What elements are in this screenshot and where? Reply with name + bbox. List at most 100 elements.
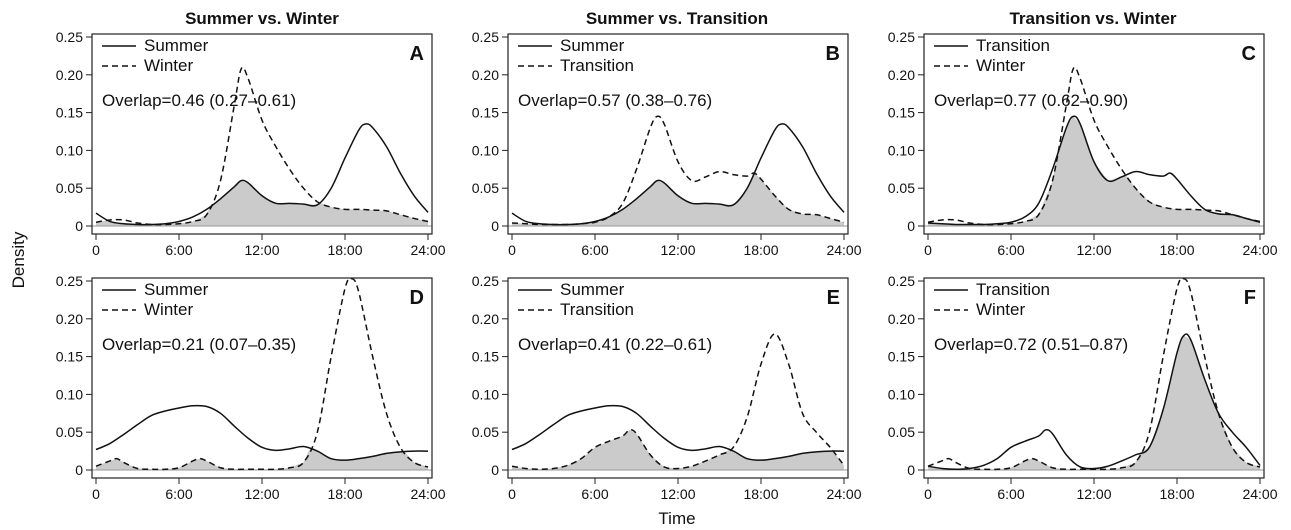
- y-tick-label-a-4: 0.20: [56, 67, 83, 83]
- x-tick-label-d-3: 18:00: [327, 486, 362, 502]
- x-tick-label-c-2: 12:00: [1076, 242, 1111, 258]
- x-tick-label-a-1: 6:00: [165, 242, 192, 258]
- x-tick-label-b-0: 0: [508, 242, 516, 258]
- y-tick-label-d-5: 0.25: [56, 273, 83, 289]
- y-tick-label-f-1: 0.05: [888, 424, 915, 440]
- y-tick-label-d-4: 0.20: [56, 311, 83, 327]
- y-tick-label-c-1: 0.05: [888, 180, 915, 196]
- panel-letter-b: B: [826, 43, 840, 65]
- y-tick-label-f-0: 0: [907, 462, 915, 478]
- x-tick-label-f-2: 12:00: [1076, 486, 1111, 502]
- y-axis-title: Density: [9, 231, 28, 288]
- overlap-label-c: Overlap=0.77 (0.62–0.90): [934, 91, 1128, 110]
- y-tick-label-f-4: 0.20: [888, 311, 915, 327]
- x-tick-label-c-0: 0: [924, 242, 932, 258]
- y-tick-label-b-1: 0.05: [472, 180, 499, 196]
- legend-label-c-0: Transition: [976, 36, 1050, 55]
- panel-letter-a: A: [410, 43, 424, 65]
- series-line-d-winter: [95, 277, 429, 471]
- y-tick-label-e-3: 0.15: [472, 349, 499, 365]
- y-tick-label-b-2: 0.10: [472, 142, 499, 158]
- x-tick-label-c-1: 6:00: [997, 242, 1024, 258]
- y-tick-label-d-2: 0.10: [56, 386, 83, 402]
- panel-letter-e: E: [827, 287, 840, 309]
- x-tick-label-f-1: 6:00: [997, 486, 1024, 502]
- panel-letter-d: D: [410, 287, 424, 309]
- x-tick-label-e-0: 0: [508, 486, 516, 502]
- x-tick-label-e-2: 12:00: [660, 486, 695, 502]
- legend-label-a-1: Winter: [144, 56, 193, 75]
- series-line-e-summer: [511, 404, 845, 461]
- y-tick-label-e-1: 0.05: [472, 424, 499, 440]
- panel-letter-f: F: [1244, 287, 1256, 309]
- x-tick-label-c-3: 18:00: [1159, 242, 1194, 258]
- panel-e: 0 0.05 0.10 0.15 0.20 0.25 0 6:00 12:00 18:00 24:0…: [472, 273, 862, 502]
- panel-c: 0 0.05 0.10 0.15 0.20 0.25 0 6:00 12:00 18:00 24:0…: [888, 29, 1278, 258]
- y-tick-label-b-5: 0.25: [472, 29, 499, 45]
- y-tick-label-c-5: 0.25: [888, 29, 915, 45]
- y-tick-label-b-4: 0.20: [472, 67, 499, 83]
- panel-a: 0 0.05 0.10 0.15 0.20 0.25 0 6:00 12:00 18:00 24:0…: [56, 29, 446, 258]
- legend-label-e-1: Transition: [560, 300, 634, 319]
- overlap-label-b: Overlap=0.57 (0.38–0.76): [518, 91, 712, 110]
- y-tick-label-c-2: 0.10: [888, 142, 915, 158]
- legend-label-d-1: Winter: [144, 300, 193, 319]
- y-tick-label-f-5: 0.25: [888, 273, 915, 289]
- overlap-area-e: [512, 429, 844, 470]
- y-tick-label-c-4: 0.20: [888, 67, 915, 83]
- series-line-a-summer: [95, 123, 429, 226]
- x-tick-label-e-4: 24:00: [826, 486, 861, 502]
- y-tick-label-a-5: 0.25: [56, 29, 83, 45]
- panel-b: 0 0.05 0.10 0.15 0.20 0.25 0 6:00 12:00 18:00 24:0…: [472, 29, 862, 258]
- legend-label-b-1: Transition: [560, 56, 634, 75]
- y-tick-label-c-0: 0: [907, 218, 915, 234]
- y-tick-label-a-2: 0.10: [56, 142, 83, 158]
- panel-d: 0 0.05 0.10 0.15 0.20 0.25 0 6:00 12:00 18:00 24:0…: [56, 273, 446, 502]
- legend-label-f-1: Winter: [976, 300, 1025, 319]
- legend-label-e-0: Summer: [560, 280, 625, 299]
- x-tick-label-a-4: 24:00: [410, 242, 445, 258]
- y-tick-label-f-3: 0.15: [888, 349, 915, 365]
- panel-f: 0 0.05 0.10 0.15 0.20 0.25 0 6:00 12:00 18:00 24:0…: [888, 273, 1278, 502]
- x-tick-label-b-4: 24:00: [826, 242, 861, 258]
- x-tick-label-d-2: 12:00: [244, 486, 279, 502]
- y-tick-label-b-3: 0.15: [472, 105, 499, 121]
- x-tick-label-e-3: 18:00: [743, 486, 778, 502]
- overlap-area-f: [928, 335, 1260, 470]
- x-tick-label-d-4: 24:00: [410, 486, 445, 502]
- series-line-b-summer: [511, 123, 845, 226]
- legend-label-c-1: Winter: [976, 56, 1025, 75]
- x-tick-label-f-3: 18:00: [1159, 486, 1194, 502]
- y-tick-label-e-5: 0.25: [472, 273, 499, 289]
- legend-label-a-0: Summer: [144, 36, 209, 55]
- x-tick-label-a-0: 0: [92, 242, 100, 258]
- y-tick-label-c-3: 0.15: [888, 105, 915, 121]
- x-tick-label-f-4: 24:00: [1242, 486, 1277, 502]
- y-tick-label-d-0: 0: [75, 462, 83, 478]
- overlap-area-b: [512, 173, 844, 226]
- y-tick-label-a-0: 0: [75, 218, 83, 234]
- series-line-e-transition: [511, 333, 845, 470]
- column-title-2: Summer vs. Transition: [586, 9, 768, 28]
- column-title-3: Transition vs. Winter: [1009, 9, 1176, 28]
- overlap-label-d: Overlap=0.21 (0.07–0.35): [102, 335, 296, 354]
- x-tick-label-b-3: 18:00: [743, 242, 778, 258]
- series-line-c-transition: [927, 115, 1261, 226]
- overlap-label-f: Overlap=0.72 (0.51–0.87): [934, 335, 1128, 354]
- x-tick-label-d-1: 6:00: [165, 486, 192, 502]
- x-tick-label-b-1: 6:00: [581, 242, 608, 258]
- x-tick-label-f-0: 0: [924, 486, 932, 502]
- y-tick-label-e-0: 0: [491, 462, 499, 478]
- x-tick-label-a-2: 12:00: [244, 242, 279, 258]
- legend-label-b-0: Summer: [560, 36, 625, 55]
- y-tick-label-d-1: 0.05: [56, 424, 83, 440]
- x-tick-label-d-0: 0: [92, 486, 100, 502]
- y-tick-label-d-3: 0.15: [56, 349, 83, 365]
- y-tick-label-a-1: 0.05: [56, 180, 83, 196]
- x-tick-label-e-1: 6:00: [581, 486, 608, 502]
- legend-label-d-0: Summer: [144, 280, 209, 299]
- overlap-label-a: Overlap=0.46 (0.27–0.61): [102, 91, 296, 110]
- panels: 0 0.05 0.10 0.15 0.20 0.25 0 6:00 12:00 18:00 24:0…: [56, 29, 1278, 502]
- x-axis-title: Time: [658, 509, 695, 528]
- y-tick-label-e-2: 0.10: [472, 386, 499, 402]
